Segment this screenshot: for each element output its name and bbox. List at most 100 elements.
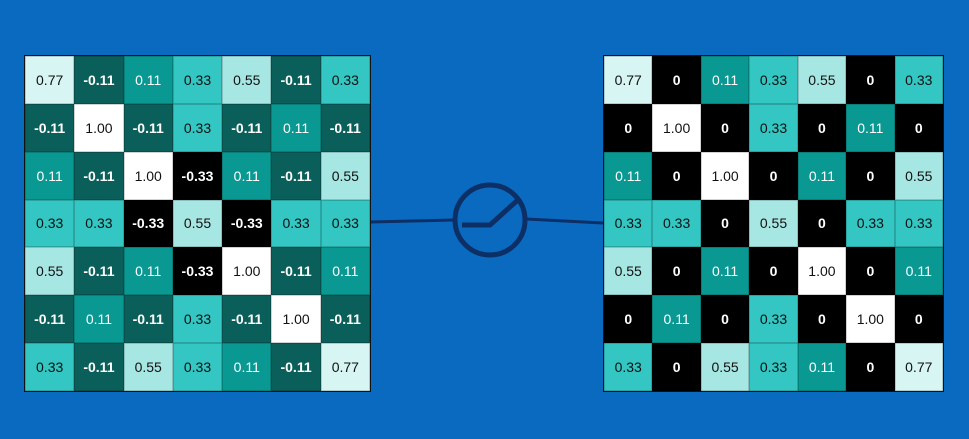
matrix-cell: 0.33	[172, 103, 223, 152]
matrix-cell: 0.33	[74, 199, 124, 248]
matrix-cell: 0.11	[846, 103, 895, 152]
matrix-cell: 0.11	[222, 343, 272, 391]
matrix-cell: 0	[797, 199, 847, 248]
matrix-cell: 0	[700, 199, 750, 248]
matrix-cell: 0.33	[271, 199, 321, 248]
matrix-cell: 0	[652, 151, 701, 200]
matrix-cell: 0	[749, 151, 798, 200]
matrix-cell: 0.55	[797, 56, 847, 104]
matrix-cell: 0.33	[320, 199, 370, 248]
matrix-cell: 0.33	[846, 199, 895, 248]
matrix-cell: 0	[894, 295, 943, 344]
matrix-cell: -0.11	[74, 343, 124, 391]
matrix-cell: -0.11	[320, 295, 370, 344]
matrix-cell: -0.11	[123, 295, 173, 344]
matrix-cell: 0.11	[700, 56, 750, 104]
matrix-cell: -0.33	[222, 199, 272, 248]
matrix-cell: 0.33	[320, 56, 370, 104]
connector-line-left	[368, 218, 455, 224]
matrix-cell: 1.00	[271, 295, 321, 344]
matrix-cell: 0.55	[894, 151, 943, 200]
matrix-cell: 0	[846, 343, 895, 391]
matrix-cell: -0.11	[271, 151, 321, 200]
matrix-cell: 0.11	[700, 247, 750, 296]
matrix-cell: 0.77	[320, 343, 370, 391]
matrix-cell: 0.11	[604, 151, 653, 200]
matrix-cell: -0.11	[222, 295, 272, 344]
matrix-cell: -0.11	[74, 56, 124, 104]
matrix-cell: 1.00	[846, 295, 895, 344]
matrix-cell: 0.11	[123, 247, 173, 296]
matrix-cell: 0.55	[222, 56, 272, 104]
output-feature-map: 0.77 0 0.11 0.33 0.55 0 0.33 0 1.00 0 0.33 0 0.11 0 0.…	[603, 55, 944, 392]
matrix-cell: 0	[797, 103, 847, 152]
matrix-cell: 0.11	[222, 151, 272, 200]
matrix-cell: 0.77	[25, 56, 75, 104]
matrix-cell: 0	[749, 247, 798, 296]
matrix-cell: 0.33	[172, 295, 223, 344]
matrix-cell: 0.55	[123, 343, 173, 391]
matrix-cell: 1.00	[74, 103, 124, 152]
matrix-cell: 1.00	[123, 151, 173, 200]
matrix-cell: -0.11	[271, 343, 321, 391]
matrix-cell: -0.11	[25, 103, 75, 152]
matrix-cell: 0	[604, 103, 653, 152]
matrix-cell: 0.11	[797, 151, 847, 200]
matrix-cell: 0.55	[25, 247, 75, 296]
connector-line-right	[525, 217, 604, 225]
matrix-cell: 0.33	[604, 343, 653, 391]
matrix-cell: -0.33	[172, 247, 223, 296]
matrix-cell: 0	[700, 103, 750, 152]
matrix-cell: 0.77	[604, 56, 653, 104]
matrix-cell: 0.33	[749, 103, 798, 152]
matrix-cell: -0.11	[74, 151, 124, 200]
matrix-cell: -0.11	[123, 103, 173, 152]
matrix-cell: -0.11	[271, 247, 321, 296]
matrix-cell: -0.11	[222, 103, 272, 152]
matrix-cell: 0	[846, 56, 895, 104]
matrix-cell: -0.11	[320, 103, 370, 152]
matrix-cell: 0.11	[320, 247, 370, 296]
relu-activation-icon	[452, 182, 528, 258]
matrix-cell: -0.33	[123, 199, 173, 248]
matrix-cell: 0.11	[74, 295, 124, 344]
matrix-cell: -0.11	[74, 247, 124, 296]
matrix-cell: 0.33	[25, 199, 75, 248]
matrix-cell: 0.33	[25, 343, 75, 391]
matrix-cell: 0	[846, 151, 895, 200]
matrix-cell: 0	[797, 295, 847, 344]
matrix-cell: -0.33	[172, 151, 223, 200]
matrix-cell: 0.55	[700, 343, 750, 391]
matrix-cell: 0.11	[123, 56, 173, 104]
matrix-cell: 0.33	[172, 56, 223, 104]
matrix-cell: 1.00	[797, 247, 847, 296]
matrix-cell: 0.33	[652, 199, 701, 248]
matrix-cell: 0.11	[25, 151, 75, 200]
matrix-cell: 1.00	[652, 103, 701, 152]
matrix-cell: 0.33	[749, 56, 798, 104]
matrix-cell: 0.55	[749, 199, 798, 248]
matrix-cell: 0.55	[320, 151, 370, 200]
matrix-cell: 0	[894, 103, 943, 152]
matrix-cell: 0.77	[894, 343, 943, 391]
matrix-cell: 0.33	[749, 343, 798, 391]
matrix-cell: 0	[652, 56, 701, 104]
matrix-cell: 0	[700, 295, 750, 344]
matrix-cell: 0.11	[797, 343, 847, 391]
matrix-cell: 0	[652, 343, 701, 391]
matrix-cell: 1.00	[222, 247, 272, 296]
matrix-cell: 0	[846, 247, 895, 296]
matrix-cell: 0.11	[894, 247, 943, 296]
matrix-cell: 0.33	[749, 295, 798, 344]
matrix-cell: 0.55	[172, 199, 223, 248]
input-feature-map: 0.77 -0.11 0.11 0.33 0.55 -0.11 0.33 -0.11 1.00-…	[24, 55, 371, 392]
matrix-cell: 0	[652, 247, 701, 296]
matrix-cell: 0.11	[652, 295, 701, 344]
matrix-cell: 0.33	[172, 343, 223, 391]
matrix-cell: 0.55	[604, 247, 653, 296]
matrix-cell: -0.11	[25, 295, 75, 344]
matrix-cell: 0	[604, 295, 653, 344]
matrix-cell: 0.11	[271, 103, 321, 152]
matrix-cell: -0.11	[271, 56, 321, 104]
